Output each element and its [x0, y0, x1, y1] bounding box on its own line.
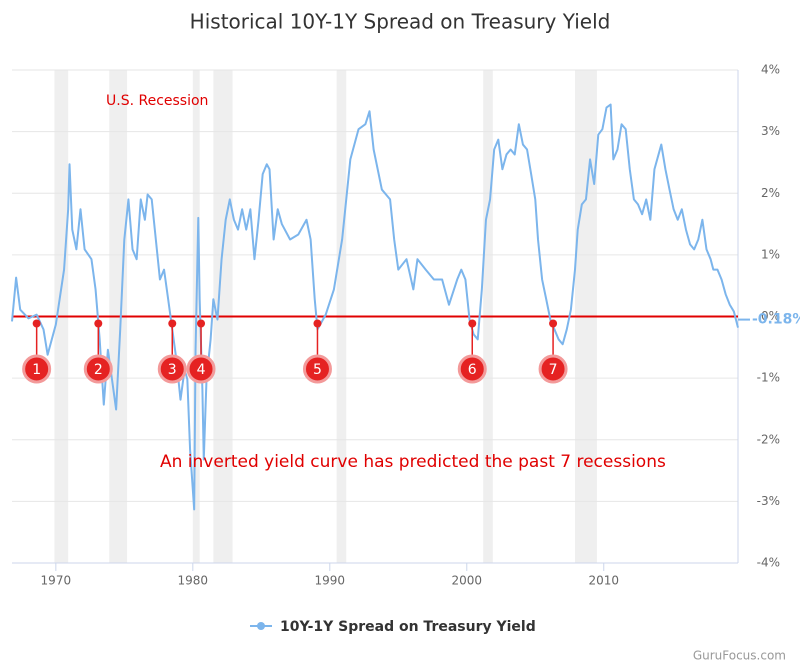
chart-title: Historical 10Y-1Y Spread on Treasury Yie…: [190, 10, 611, 34]
marker-dot: [32, 319, 41, 328]
x-tick-label: 1970: [41, 574, 72, 588]
marker-label: 2: [94, 362, 103, 378]
x-tick-label: 1980: [178, 574, 209, 588]
marker-dot: [313, 319, 322, 328]
y-tick-label: 3%: [761, 124, 780, 138]
y-tick-label: -1%: [757, 371, 780, 385]
last-value-label: -0.18%: [752, 312, 800, 328]
marker-label: 6: [468, 362, 477, 378]
marker-dot: [468, 319, 477, 328]
series-line: [11, 103, 739, 511]
marker-badge: [157, 354, 187, 384]
marker-badge: [457, 354, 487, 384]
annotation: An inverted yield curve has predicted th…: [160, 452, 666, 472]
marker-badge: [538, 354, 568, 384]
marker-dot: [197, 319, 206, 328]
marker-dot: [94, 319, 103, 328]
marker-dot: [549, 319, 558, 328]
x-tick-label: 2000: [452, 574, 483, 588]
y-tick-label: 4%: [761, 63, 780, 77]
y-tick-label: 0%: [761, 309, 780, 323]
y-tick-label: -3%: [757, 494, 780, 508]
marker-badge: [22, 354, 52, 384]
legend-label: 10Y-1Y Spread on Treasury Yield: [280, 619, 536, 635]
annotation: U.S. Recession: [106, 93, 208, 109]
marker-label: 5: [313, 362, 322, 378]
marker-badge: [83, 354, 113, 384]
x-tick-label: 1990: [315, 574, 346, 588]
y-tick-label: 2%: [761, 186, 780, 200]
y-tick-label: -4%: [757, 556, 780, 570]
marker-badge: [302, 354, 332, 384]
legend-dot: [257, 622, 265, 630]
marker-label: 3: [168, 362, 177, 378]
marker-label: 7: [549, 362, 558, 378]
x-tick-label: 2010: [588, 574, 619, 588]
marker-dot: [168, 319, 177, 328]
y-tick-label: -2%: [757, 432, 780, 446]
marker-label: 4: [197, 362, 206, 378]
marker-badge: [186, 354, 216, 384]
watermark: GuruFocus.com: [693, 649, 786, 663]
y-tick-label: 1%: [761, 247, 780, 261]
marker-label: 1: [32, 362, 41, 378]
